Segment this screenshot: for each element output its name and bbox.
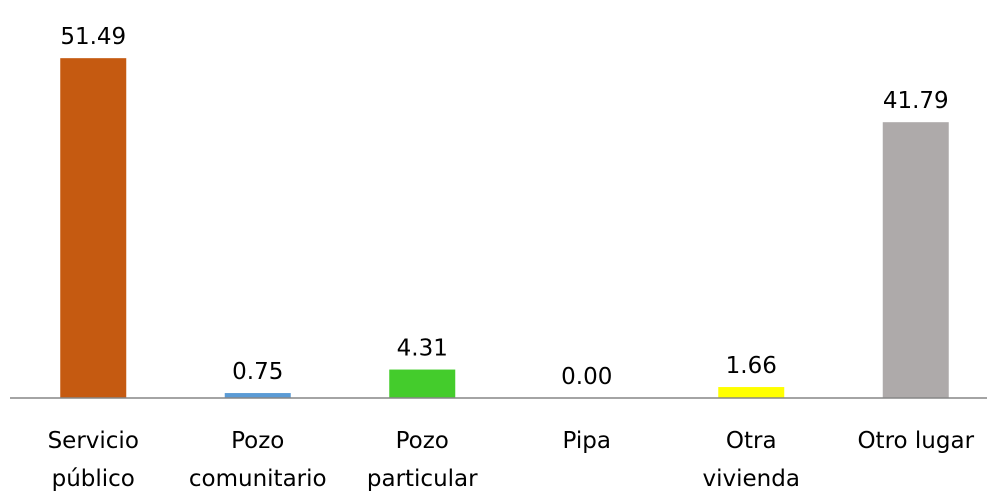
data-label: 41.79 [883,88,949,114]
x-tick-label: Pozo particular [367,428,478,492]
x-tick-label: Otra vivienda [703,428,800,492]
data-label: 0.75 [232,359,283,385]
data-label: 0.00 [561,364,612,390]
x-tick-label: Otro lugar [857,428,974,454]
data-label: 4.31 [397,336,448,362]
x-tick-label-line: público [52,466,135,492]
bar [718,387,785,398]
bar [389,369,456,398]
x-tick-label-line: Pipa [563,428,611,454]
bar [882,122,949,398]
x-tick-label-line: Otro lugar [857,428,974,454]
x-tick-label-line: Pozo [396,428,449,454]
data-label: 51.49 [60,24,126,50]
x-tick-label-line: comunitario [189,466,327,492]
x-tick-label: Pipa [563,428,611,454]
x-tick-label-line: particular [367,466,478,492]
x-tick-label-line: vivienda [703,466,800,492]
x-tick-label: Pozo comunitario [189,428,327,492]
data-label: 1.66 [726,353,777,379]
x-tick-label: Servicio público [48,428,139,492]
x-tick-label-line: Pozo [231,428,284,454]
x-tick-label-line: Otra [726,428,777,454]
bar [224,393,291,398]
bar [60,58,127,398]
x-tick-label-line: Servicio [48,428,139,454]
